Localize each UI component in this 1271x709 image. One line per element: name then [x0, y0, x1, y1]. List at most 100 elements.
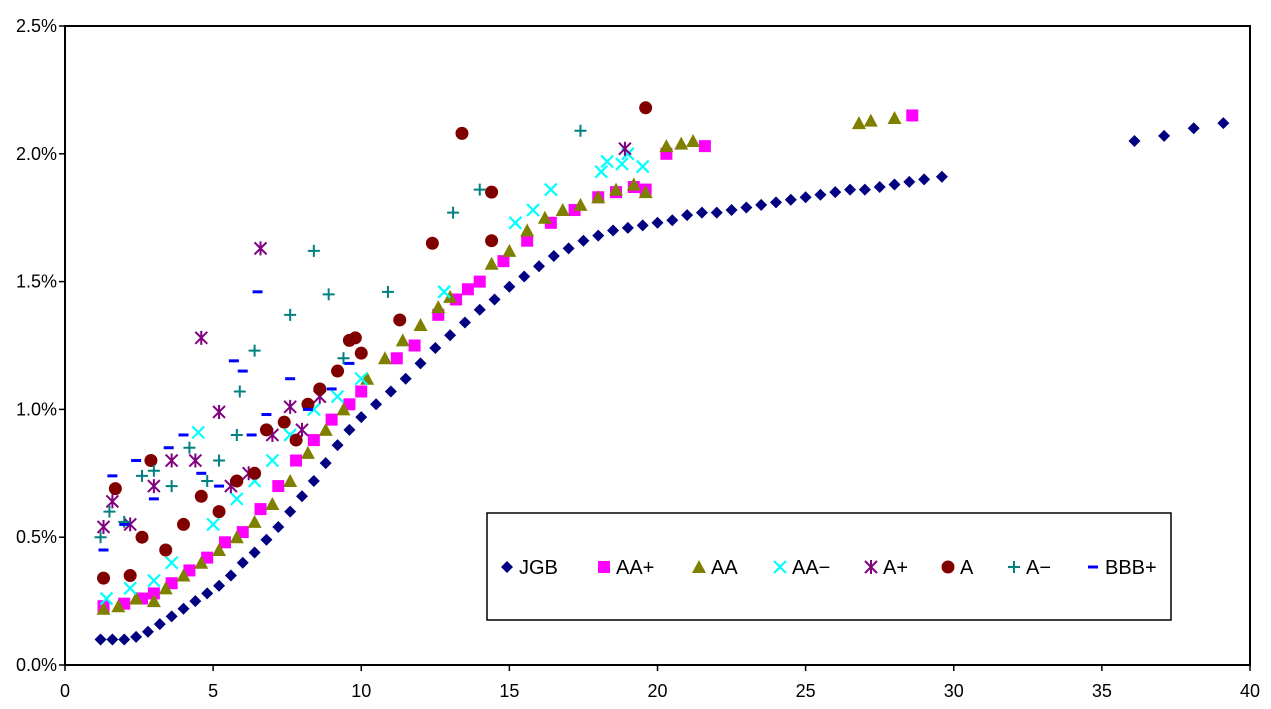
data-point [176, 568, 191, 582]
series-7 [98, 290, 355, 552]
legend-marker [941, 560, 955, 574]
legend-marker [1088, 565, 1098, 569]
data-point [330, 389, 345, 404]
data-point [343, 398, 356, 411]
data-point [159, 543, 173, 557]
data-point [686, 134, 701, 148]
data-point [674, 136, 689, 150]
legend-item: A− [1008, 557, 1051, 579]
data-point [659, 139, 674, 153]
data-point [97, 571, 111, 585]
data-point [384, 385, 397, 398]
data-point [455, 126, 469, 140]
data-point [218, 536, 231, 549]
data-point [290, 454, 303, 467]
legend-item: A+ [864, 557, 908, 579]
legend: JGB AA+ AA AA− A+ A A− BBB+ [486, 512, 1172, 621]
data-point [236, 526, 249, 539]
legend-marker [692, 560, 706, 573]
data-point [354, 346, 368, 360]
data-point [621, 221, 634, 234]
data-point [136, 469, 149, 482]
data-point [177, 602, 190, 615]
data-point [1187, 122, 1200, 135]
data-point [355, 385, 368, 398]
data-point [681, 209, 694, 222]
data-point [96, 601, 111, 615]
data-point [508, 216, 523, 230]
data-point [248, 344, 261, 357]
data-point [447, 206, 460, 219]
data-point [325, 413, 338, 426]
data-point [425, 236, 439, 250]
data-point [213, 579, 226, 592]
data-point [1158, 129, 1171, 142]
data-point [537, 210, 552, 224]
data-point [146, 594, 161, 608]
data-point [873, 181, 886, 194]
data-point [259, 423, 273, 437]
data-point [118, 633, 131, 646]
data-point [103, 505, 116, 518]
data-point [284, 505, 297, 518]
data-point [395, 333, 410, 347]
data-point [485, 234, 499, 248]
data-point [246, 433, 257, 437]
data-point [233, 385, 246, 398]
data-point [201, 551, 214, 564]
data-point [236, 556, 249, 569]
data-point [725, 204, 738, 217]
data-point [918, 173, 931, 186]
data-point [194, 555, 209, 569]
data-point [248, 546, 261, 559]
data-point [322, 288, 335, 301]
data-point [414, 357, 427, 370]
data-point [158, 581, 173, 595]
data-point [237, 369, 248, 373]
series-5 [97, 101, 653, 585]
legend-label: JGB [519, 557, 558, 579]
data-point [609, 182, 624, 196]
data-point [261, 413, 272, 417]
data-point [307, 244, 320, 257]
data-point [129, 591, 144, 605]
y-tick-label: 1.0% [16, 399, 57, 419]
data-point [577, 234, 590, 247]
legend-label: BBB+ [1105, 557, 1157, 579]
series-0 [94, 117, 1230, 646]
x-tick-label: 0 [60, 681, 70, 701]
data-point [521, 234, 534, 247]
data-point [123, 517, 137, 532]
data-point [318, 422, 333, 436]
data-point [178, 433, 189, 437]
data-point [106, 633, 119, 646]
data-point [307, 474, 320, 487]
data-point [107, 474, 118, 478]
data-point [740, 201, 753, 214]
legend-item: AA− [773, 557, 830, 579]
series-6 [94, 124, 587, 544]
data-point [695, 206, 708, 219]
data-point [289, 433, 303, 447]
y-tick-label: 0.5% [16, 527, 57, 547]
data-point [592, 229, 605, 242]
x-axis: 0 5 10 15 20 25 30 35 40 [60, 665, 1260, 701]
data-point [272, 480, 285, 493]
data-point [636, 219, 649, 232]
data-point [98, 548, 109, 552]
data-point [461, 283, 474, 296]
data-point [343, 423, 356, 436]
x-tick-label: 35 [1092, 681, 1112, 701]
data-point [212, 404, 226, 419]
data-point [485, 185, 499, 199]
data-point [829, 186, 842, 199]
data-point [473, 275, 486, 288]
data-point [147, 587, 160, 600]
data-point [247, 514, 262, 528]
data-point [607, 224, 620, 237]
legend-item: BBB+ [1088, 557, 1157, 579]
data-point [520, 223, 535, 237]
data-point [651, 216, 664, 229]
data-point [638, 185, 653, 199]
data-point [163, 446, 174, 450]
